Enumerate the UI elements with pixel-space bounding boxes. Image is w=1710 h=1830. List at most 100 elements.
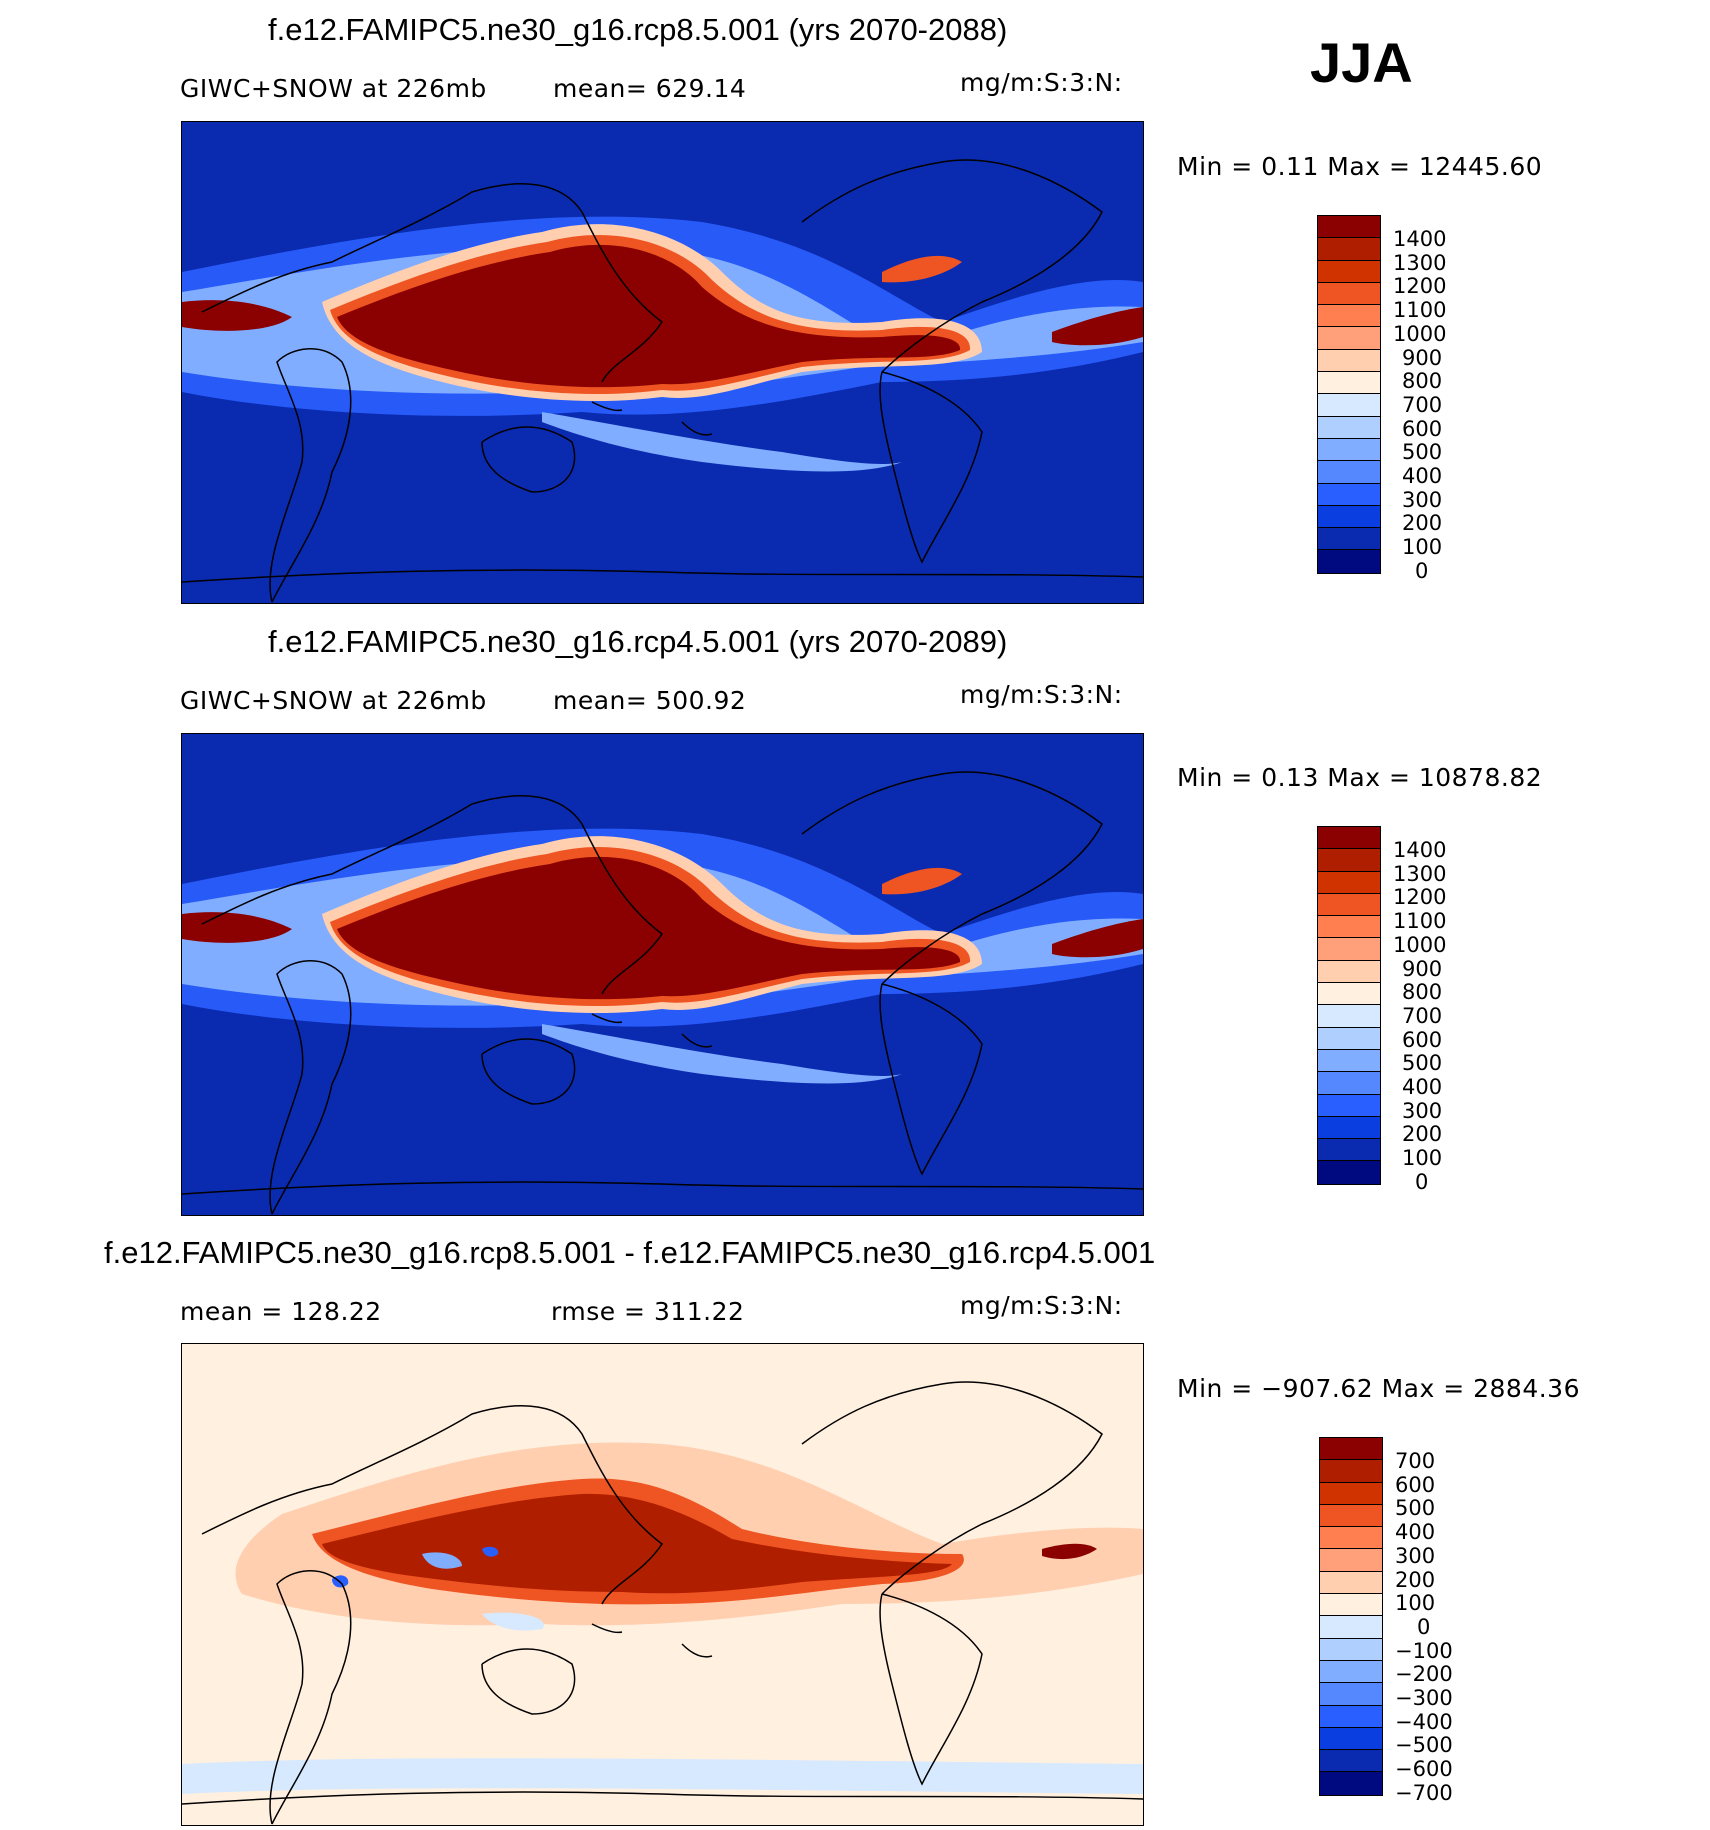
colorbar-swatch [1318, 438, 1380, 462]
colorbar-swatch [1318, 238, 1380, 261]
panel-3-units-label: mg/m:S:3:N: [960, 1291, 1123, 1320]
colorbar-tick-label: 100 [1402, 1146, 1443, 1171]
colorbar-tick-label: 1200 [1393, 274, 1447, 299]
colorbar-swatch [1320, 1571, 1382, 1595]
colorbar-tick-label: 1200 [1393, 885, 1447, 910]
panel-1-units-label: mg/m:S:3:N: [960, 68, 1123, 97]
colorbar-swatch [1320, 1750, 1382, 1773]
panel-2-mean-label: mean= 500.92 [553, 686, 747, 715]
colorbar-tick-label: 400 [1402, 1075, 1443, 1099]
season-label: JJA [1310, 31, 1413, 94]
colorbar-tick-label: −200 [1395, 1662, 1453, 1687]
colorbar-swatch [1318, 505, 1380, 529]
colorbar-tick-label: 1000 [1393, 932, 1447, 957]
colorbar-swatch [1318, 550, 1380, 573]
colorbar-tick-label: 0 [1415, 558, 1429, 583]
colorbar-tick-label: 700 [1402, 392, 1443, 417]
colorbar-tick-label: 1000 [1393, 321, 1447, 346]
colorbar-tick-label: 800 [1402, 980, 1443, 1005]
colorbar-swatch [1320, 1638, 1382, 1661]
colorbar-swatch [1318, 1139, 1380, 1162]
colorbar-swatch [1320, 1705, 1382, 1728]
colorbar-swatch [1318, 916, 1380, 939]
colorbar-tick-label: 200 [1402, 511, 1443, 536]
colorbar-swatch [1318, 260, 1380, 283]
colorbar-tick-label: 100 [1402, 535, 1443, 560]
colorbar-swatch [1318, 1161, 1380, 1184]
panel-1-title: f.e12.FAMIPC5.ne30_g16.rcp8.5.001 (yrs 2… [268, 12, 1008, 47]
colorbar-tick-label: −500 [1395, 1733, 1453, 1758]
colorbar-tick-label: 900 [1402, 956, 1443, 981]
colorbar-swatch [1318, 372, 1380, 395]
colorbar-tick-label: 500 [1402, 1051, 1443, 1076]
colorbar-swatch [1318, 1005, 1380, 1028]
colorbar-swatch [1320, 1438, 1382, 1461]
panel-3-map [181, 1343, 1144, 1826]
colorbar-tick-label: 1300 [1393, 250, 1447, 275]
panel-1-colorbar [1317, 215, 1381, 574]
colorbar-swatch [1320, 1616, 1382, 1639]
panel-2-title: f.e12.FAMIPC5.ne30_g16.rcp4.5.001 (yrs 2… [268, 624, 1008, 659]
panel-1-mean-label: mean= 629.14 [553, 74, 747, 103]
colorbar-swatch [1320, 1482, 1382, 1505]
colorbar-tick-label: −400 [1395, 1709, 1453, 1734]
colorbar-swatch [1320, 1683, 1382, 1706]
colorbar-swatch [1320, 1660, 1382, 1684]
colorbar-swatch [1320, 1594, 1382, 1617]
colorbar-swatch [1318, 1072, 1380, 1095]
colorbar-tick-label: 1100 [1393, 909, 1447, 934]
colorbar-swatch [1320, 1549, 1382, 1572]
panel-3-mean-label: mean = 128.22 [180, 1297, 382, 1326]
panel-2-map [181, 733, 1144, 1216]
panel-2-units-label: mg/m:S:3:N: [960, 680, 1123, 709]
colorbar-swatch [1318, 305, 1380, 328]
colorbar-tick-label: 600 [1402, 1027, 1443, 1052]
panel-2-minmax: Min = 0.13 Max = 10878.82 [1177, 763, 1543, 792]
colorbar-tick-label: 600 [1402, 416, 1443, 441]
colorbar-swatch [1318, 327, 1380, 350]
colorbar-swatch [1320, 1460, 1382, 1483]
colorbar-tick-label: 300 [1402, 1098, 1443, 1123]
colorbar-tick-label: 200 [1402, 1122, 1443, 1147]
colorbar-tick-label: 500 [1402, 440, 1443, 465]
colorbar-tick-label: 700 [1395, 1449, 1436, 1473]
colorbar-tick-label: 400 [1402, 464, 1443, 488]
panel-2-colorbar [1317, 826, 1381, 1185]
colorbar-swatch [1318, 1049, 1380, 1073]
colorbar-swatch [1320, 1727, 1382, 1751]
colorbar-swatch [1318, 282, 1380, 306]
colorbar-swatch [1318, 893, 1380, 917]
colorbar-tick-label: 200 [1395, 1567, 1436, 1592]
colorbar-swatch [1318, 983, 1380, 1006]
colorbar-tick-label: 300 [1395, 1543, 1436, 1568]
panel-3-title: f.e12.FAMIPC5.ne30_g16.rcp8.5.001 - f.e1… [104, 1235, 1156, 1270]
colorbar-swatch [1318, 960, 1380, 984]
colorbar-tick-label: 300 [1402, 487, 1443, 512]
colorbar-tick-label: 0 [1417, 1614, 1431, 1639]
colorbar-swatch [1318, 1116, 1380, 1140]
colorbar-tick-label: 700 [1402, 1003, 1443, 1028]
panel-3-colorbar [1319, 1437, 1383, 1796]
panel-1-minmax: Min = 0.11 Max = 12445.60 [1177, 152, 1543, 181]
colorbar-swatch [1318, 483, 1380, 506]
colorbar-tick-label: 400 [1395, 1520, 1436, 1545]
colorbar-swatch [1320, 1527, 1382, 1550]
panel-3-minmax: Min = −907.62 Max = 2884.36 [1177, 1374, 1580, 1403]
colorbar-tick-label: −100 [1395, 1638, 1453, 1663]
panel-1-map [181, 121, 1144, 604]
colorbar-tick-label: 900 [1402, 345, 1443, 370]
colorbar-swatch [1318, 461, 1380, 484]
colorbar-tick-label: −600 [1395, 1757, 1453, 1782]
colorbar-swatch [1318, 827, 1380, 850]
colorbar-swatch [1318, 216, 1380, 239]
colorbar-swatch [1318, 938, 1380, 961]
colorbar-tick-label: 800 [1402, 369, 1443, 394]
colorbar-tick-label: −300 [1395, 1686, 1453, 1710]
panel-1-variable-label: GIWC+SNOW at 226mb [180, 74, 487, 103]
colorbar-tick-label: 0 [1415, 1169, 1429, 1194]
colorbar-swatch [1318, 871, 1380, 894]
colorbar-tick-label: 500 [1395, 1496, 1436, 1521]
colorbar-swatch [1318, 528, 1380, 551]
colorbar-tick-label: 1300 [1393, 861, 1447, 886]
colorbar-tick-label: 1400 [1393, 227, 1447, 251]
